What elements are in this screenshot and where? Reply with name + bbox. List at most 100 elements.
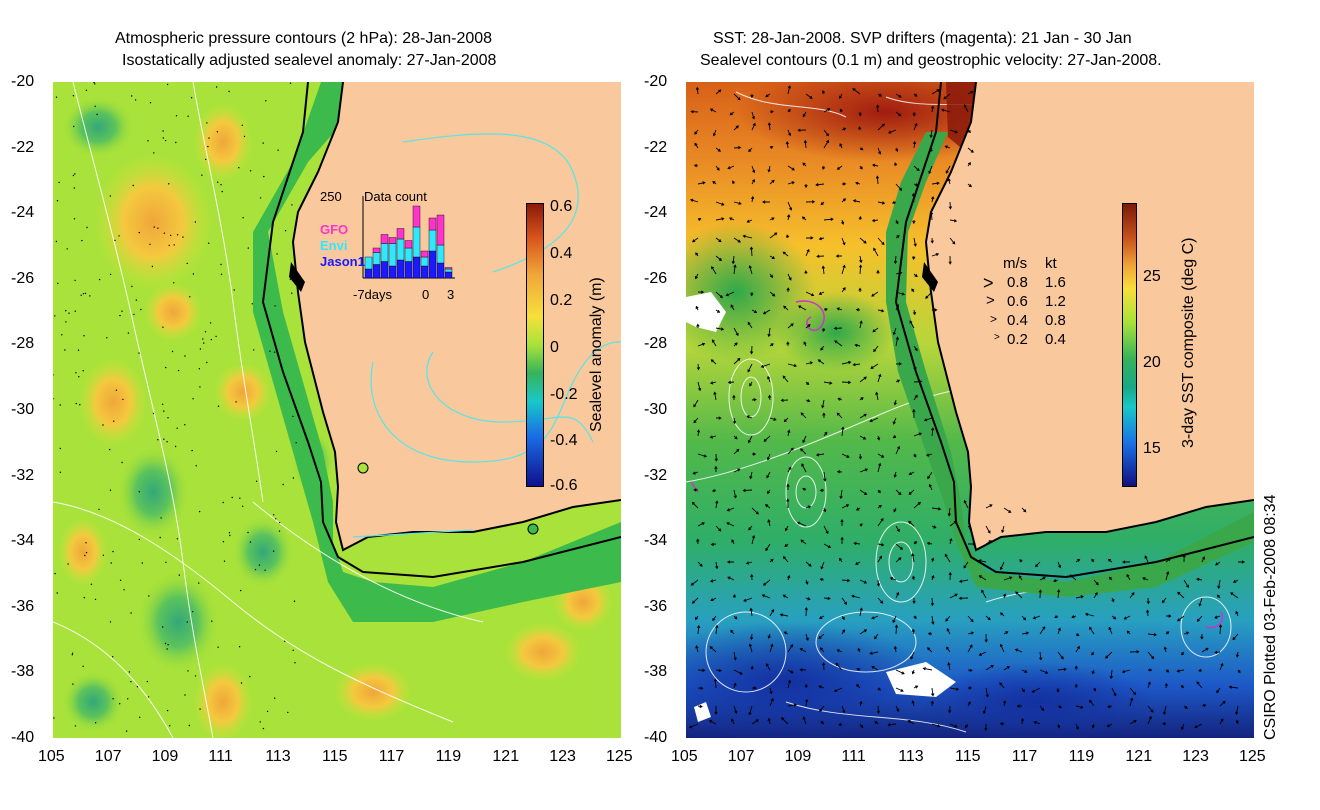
velocity-arrow xyxy=(859,489,868,496)
velocity-arrow xyxy=(715,416,722,420)
velocity-arrow xyxy=(805,579,809,585)
velocity-arrow xyxy=(1162,722,1167,726)
velocity-arrow xyxy=(877,504,882,509)
track-dot xyxy=(113,420,115,422)
track-dot xyxy=(258,564,261,566)
velocity-arrow xyxy=(927,632,933,636)
track-dot xyxy=(57,282,59,285)
track-dot xyxy=(228,90,230,93)
velocity-arrow xyxy=(712,615,717,622)
track-dot xyxy=(208,137,210,139)
velocity-arrow xyxy=(786,234,790,239)
track-dot xyxy=(90,583,93,585)
right-drifter-1 xyxy=(795,300,825,332)
velocity-arrow xyxy=(709,108,717,113)
velocity-arrow xyxy=(751,719,759,725)
velocity-arrow xyxy=(787,447,794,455)
velocity-arrow xyxy=(1161,597,1167,604)
track-dot xyxy=(123,589,125,591)
velocity-arrow xyxy=(1198,668,1203,672)
velocity-arrow xyxy=(907,720,915,725)
track-dot xyxy=(175,115,178,117)
velocity-arrow xyxy=(821,662,826,671)
track-dot xyxy=(130,681,132,683)
velocity-arrow xyxy=(859,147,864,151)
velocity-legend-arrow-1: > xyxy=(986,292,995,309)
velocity-arrow xyxy=(715,217,725,221)
track-dot xyxy=(77,349,80,351)
velocity-arrow xyxy=(805,248,810,257)
velocity-arrow xyxy=(967,147,974,153)
velocity-arrow xyxy=(787,181,795,185)
inset-bar-gfo xyxy=(380,234,389,244)
velocity-arrow xyxy=(949,129,958,134)
velocity-arrow xyxy=(823,525,829,535)
track-dot xyxy=(292,477,295,479)
velocity-legend-ms-1: 0.6 xyxy=(1007,293,1028,310)
velocity-arrow xyxy=(767,519,771,527)
velocity-arrow xyxy=(1014,648,1023,653)
velocity-arrow xyxy=(958,579,969,583)
right-lat-tick: -22 xyxy=(644,138,668,156)
velocity-arrow xyxy=(913,379,923,384)
velocity-arrow xyxy=(836,307,843,311)
track-dot xyxy=(174,445,177,448)
velocity-arrow xyxy=(839,108,843,113)
velocity-arrow xyxy=(840,519,844,526)
velocity-arrow xyxy=(782,556,789,563)
velocity-arrow xyxy=(751,534,756,545)
track-dot xyxy=(210,338,213,341)
velocity-arrow xyxy=(877,489,881,494)
track-dot xyxy=(109,621,112,623)
velocity-arrow xyxy=(695,645,699,653)
velocity-arrow xyxy=(1105,651,1113,659)
track-dot xyxy=(202,338,204,340)
velocity-arrow xyxy=(733,93,741,101)
velocity-arrow xyxy=(929,129,933,139)
velocity-arrow xyxy=(786,287,790,293)
track-dot xyxy=(94,598,97,601)
left-cb-tick-0: 0.6 xyxy=(550,198,573,215)
track-dot xyxy=(162,626,164,628)
track-dot xyxy=(98,278,101,281)
velocity-arrow xyxy=(769,417,777,421)
track-dot xyxy=(274,305,276,307)
track-dot xyxy=(81,239,83,242)
velocity-arrow xyxy=(749,471,753,480)
velocity-arrow xyxy=(859,607,863,617)
velocity-arrow xyxy=(762,200,770,204)
velocity-arrow xyxy=(750,665,754,671)
inset-bar-jason1 xyxy=(420,265,429,279)
velocity-arrow xyxy=(877,597,884,604)
velocity-arrow xyxy=(1201,556,1206,563)
velocity-arrow xyxy=(926,541,933,546)
track-dot xyxy=(171,350,174,353)
right-lon-tick: 113 xyxy=(898,748,924,765)
left-lon-tick: 115 xyxy=(322,748,348,765)
velocity-arrow xyxy=(1177,591,1185,599)
track-dot xyxy=(292,415,294,418)
velocity-arrow xyxy=(769,291,776,297)
track-dot xyxy=(272,550,275,552)
velocity-arrow xyxy=(1162,705,1167,716)
velocity-arrow xyxy=(911,700,915,707)
velocity-arrow xyxy=(871,615,879,620)
right-lon-tick: 125 xyxy=(1239,748,1266,765)
credit-label: CSIRO Plotted 03-Feb-2008 08:34 xyxy=(1262,494,1279,740)
velocity-legend-ms-3: 0.2 xyxy=(1007,331,1028,348)
right-lon-tick: 107 xyxy=(727,748,755,765)
velocity-arrow xyxy=(876,435,881,441)
track-dot xyxy=(118,235,120,237)
velocity-arrow xyxy=(749,246,754,257)
velocity-arrow xyxy=(766,453,771,461)
velocity-arrow xyxy=(820,345,825,351)
velocity-arrow xyxy=(769,697,774,707)
velocity-arrow xyxy=(691,597,699,604)
velocity-arrow xyxy=(1075,595,1084,599)
velocity-arrow xyxy=(762,309,771,315)
track-dot xyxy=(135,299,138,301)
track-dot xyxy=(233,289,235,291)
velocity-arrow xyxy=(731,255,735,265)
velocity-arrow xyxy=(1015,591,1023,599)
velocity-arrow xyxy=(877,373,882,383)
